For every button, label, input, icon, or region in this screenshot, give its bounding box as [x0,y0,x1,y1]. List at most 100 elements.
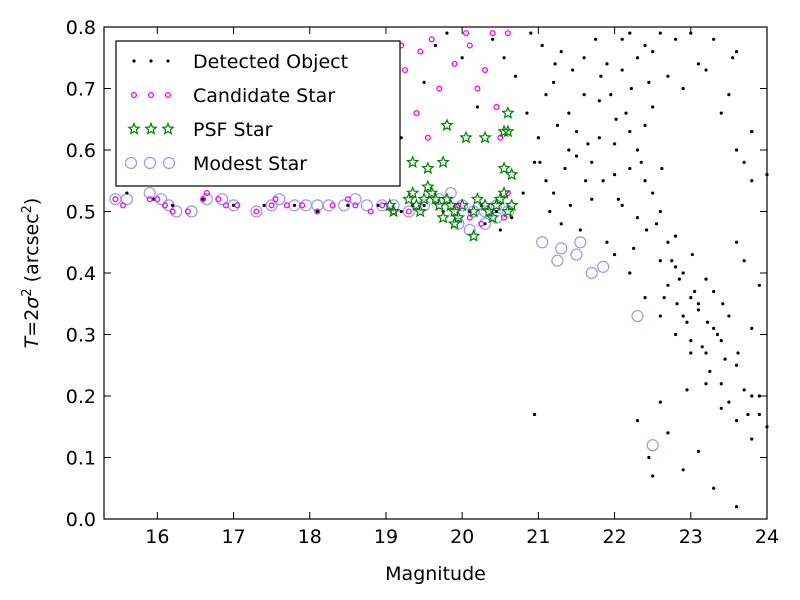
data-point [154,196,161,203]
data-point [681,314,685,318]
data-point [651,191,655,195]
data-point [734,148,739,152]
data-point [612,173,617,177]
data-point [612,142,617,146]
data-point [635,419,640,423]
data-point [161,202,169,209]
data-point [696,62,701,66]
data-point [734,419,739,423]
data-point [170,203,175,207]
data-point [597,99,601,103]
data-point [422,80,426,84]
data-point [489,30,496,37]
data-point [424,134,431,141]
data-point [383,198,397,212]
data-point [283,202,290,209]
data-point [658,209,662,214]
y-tick-label: 0.0 [66,509,96,531]
data-point [478,217,492,230]
data-point [536,136,540,140]
data-point [675,302,679,306]
data-point [673,37,678,41]
data-point [451,210,466,224]
data-point [491,37,495,41]
data-point [401,67,409,74]
legend-marker [162,156,176,170]
data-point [497,124,511,138]
data-point [685,388,689,392]
data-point [428,192,443,205]
x-tick-label: 16 [145,526,169,548]
data-point [651,105,655,109]
data-point [470,192,485,205]
series-psf-star [383,106,519,242]
data-point [405,208,412,215]
data-point [704,351,708,355]
data-point [466,214,473,221]
data-point [685,320,689,324]
data-point [428,36,435,43]
legend-marker [130,91,138,99]
y-axis-title-part: 2 [20,205,35,213]
data-point [643,123,647,127]
data-point [673,332,678,337]
data-point [436,210,450,224]
data-point [727,93,731,97]
data-point [521,191,525,195]
data-point [673,265,678,269]
data-point [670,259,674,263]
data-point [746,412,750,417]
data-point [696,449,701,453]
data-point [489,198,504,212]
data-point [677,277,681,281]
data-point [421,161,435,175]
data-point [299,202,306,209]
data-point [455,198,469,212]
data-point [513,74,518,78]
data-point [734,363,739,367]
legend-marker [132,59,136,63]
data-point [631,309,644,323]
data-point [250,205,263,218]
data-point [201,197,205,201]
data-point [628,166,632,171]
data-point [551,254,564,267]
data-point [402,192,416,205]
data-point [628,129,632,134]
data-point [376,203,380,207]
data-point [719,111,723,115]
data-point [120,202,127,209]
data-point [593,37,598,41]
data-point [272,196,279,203]
data-point [360,199,374,212]
legend-items: Detected Object Candidate Star PSF Star Mod… [124,51,348,175]
data-point [704,68,708,72]
data-point [757,412,761,417]
data-point [689,351,693,355]
data-point [143,186,156,200]
data-point [548,209,552,214]
data-point [268,202,275,209]
data-point [151,197,156,201]
data-point [402,205,415,218]
legend-marker [124,156,138,170]
data-point [532,160,537,164]
data-point [628,31,632,35]
data-point [162,199,175,212]
data-point [413,110,420,117]
data-point [483,222,487,226]
data-point [436,85,443,92]
data-point [322,199,335,212]
y-axis-title-part: ) [21,198,43,205]
data-point [216,193,229,206]
data-point [501,124,515,138]
data-point [552,80,556,84]
data-point [481,67,489,74]
data-point [712,486,716,490]
data-point [459,130,473,144]
legend-marker [164,91,172,99]
data-point [451,60,458,67]
data-point [704,382,708,386]
data-point [215,196,222,203]
legend-marker [147,91,155,99]
